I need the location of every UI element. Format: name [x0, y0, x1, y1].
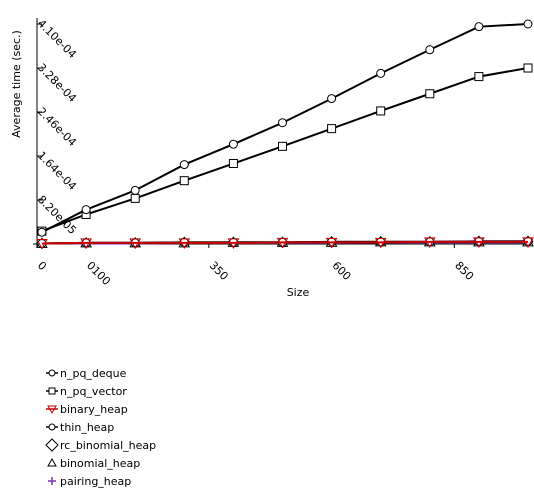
data-point [278, 141, 287, 151]
legend-item: n_pq_vector [46, 385, 127, 398]
series-line [41, 23, 529, 234]
x-tick-label: 350 [207, 259, 231, 283]
y-tick-label: 4.10e-04 [35, 17, 79, 61]
y-ticks: 8.20e-051.64e-042.46e-043.28e-044.10e-04 [35, 17, 79, 237]
legend: n_pq_deque n_pq_vector binary_heap thin_hea… [45, 367, 156, 488]
data-point [473, 237, 485, 248]
data-point [48, 369, 56, 377]
data-point [81, 205, 91, 215]
legend-item: n_pq_deque [46, 367, 127, 380]
x-tick-label: 0 [35, 259, 49, 273]
data-point [376, 68, 386, 78]
data-point [522, 237, 534, 248]
data-point [228, 139, 238, 149]
x-tick-label: 850 [452, 259, 476, 283]
data-point [130, 193, 140, 203]
data-point [45, 438, 59, 452]
data-point [523, 63, 533, 73]
data-point [327, 94, 337, 104]
legend-label: binary_heap [60, 403, 128, 416]
data-point [179, 160, 189, 170]
data-point [423, 237, 436, 248]
y-axis-label: Average time (sec.) [10, 30, 23, 138]
data-point [374, 237, 387, 249]
series-binary-heap [36, 237, 534, 250]
legend-label: pairing_heap [60, 475, 131, 488]
data-point [48, 423, 56, 431]
legend-item: thin_heap [46, 421, 114, 434]
x-tick-label: 0100 [84, 259, 113, 288]
data-point [47, 405, 57, 415]
data-point [425, 89, 435, 99]
data-point [178, 238, 191, 249]
series-n-pq-vector [37, 63, 533, 236]
x-ticks: 0 0100 350 600 850 [35, 244, 476, 288]
data-point [48, 387, 56, 395]
data-point [276, 237, 289, 249]
data-point [129, 238, 142, 249]
y-tick-label: 1.64e-04 [35, 149, 79, 193]
series-layer [36, 19, 534, 250]
x-axis-label: Size [287, 286, 310, 299]
data-point [523, 19, 533, 29]
data-point [227, 238, 240, 249]
legend-label: binomial_heap [60, 457, 140, 470]
legend-item: rc_binomial_heap [45, 438, 156, 452]
data-point [327, 124, 337, 134]
data-point [47, 457, 57, 467]
data-point [179, 176, 189, 186]
legend-item: binary_heap [46, 403, 128, 416]
series-line [41, 240, 528, 245]
data-point [80, 238, 92, 249]
data-point [130, 185, 140, 195]
data-point [278, 118, 287, 128]
axes [33, 18, 528, 245]
x-tick-label: 600 [329, 259, 353, 283]
data-point [37, 227, 47, 237]
legend-label: thin_heap [60, 421, 114, 434]
data-point [228, 159, 238, 169]
y-tick-label: 2.46e-04 [35, 105, 79, 149]
legend-label: n_pq_vector [60, 385, 127, 398]
legend-label: rc_binomial_heap [60, 439, 156, 452]
data-point [36, 238, 48, 250]
legend-label: n_pq_deque [60, 367, 127, 380]
y-tick-label: 3.28e-04 [35, 61, 79, 105]
data-point [48, 477, 56, 485]
series-n-pq-deque [37, 19, 533, 237]
data-point [474, 22, 484, 32]
data-point [325, 237, 338, 249]
legend-item: pairing_heap [48, 475, 131, 488]
data-point [376, 106, 386, 116]
data-point [425, 45, 435, 55]
data-point [474, 72, 484, 82]
legend-item: binomial_heap [47, 457, 140, 470]
